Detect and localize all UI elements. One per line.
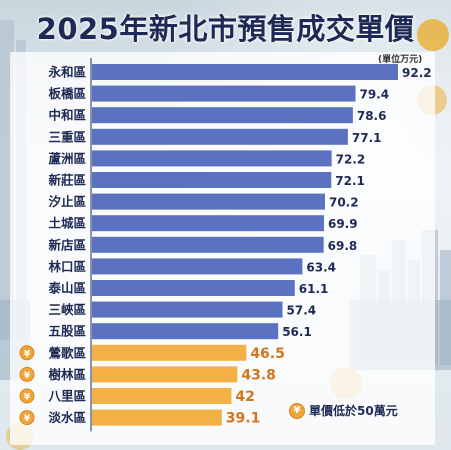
yen-coin-icon	[19, 345, 35, 361]
category-label: 五股區	[48, 324, 86, 339]
category-label: 八里區	[47, 389, 86, 404]
category-label: 板橋區	[48, 86, 86, 101]
yen-glyph: ¥	[24, 349, 31, 359]
chart-title: 2025年新北市預售成交單價	[36, 12, 415, 46]
category-label: 三重區	[48, 129, 86, 144]
category-label: 永和區	[47, 65, 86, 80]
category-label: 三峽區	[48, 302, 86, 317]
yen-glyph: ¥	[24, 414, 31, 424]
bar	[92, 344, 247, 361]
value-label: 72.1	[335, 174, 365, 188]
category-label: 中和區	[48, 108, 86, 123]
bar	[92, 128, 348, 145]
bar	[92, 107, 353, 124]
value-label: 56.1	[282, 325, 312, 339]
value-label: 61.1	[299, 282, 329, 296]
value-label: 43.8	[241, 367, 276, 383]
value-label: 42	[235, 389, 254, 405]
unit-label: (單位万元)	[378, 55, 423, 65]
bar	[92, 323, 279, 340]
category-label: 林口區	[48, 259, 86, 274]
category-label: 土城區	[48, 216, 86, 231]
legend-label: 單價低於50萬元	[309, 404, 398, 418]
category-label: 鶯歌區	[48, 345, 86, 360]
bar	[92, 409, 222, 426]
value-label: 46.5	[250, 346, 285, 362]
bar	[92, 280, 295, 296]
category-label: 淡水區	[48, 410, 86, 425]
category-label: 新莊區	[48, 173, 86, 188]
value-label: 69.9	[328, 217, 358, 231]
value-label: 77.1	[352, 131, 382, 145]
bar	[92, 64, 398, 80]
value-label: 70.2	[329, 196, 359, 210]
legend: ¥ 單價低於50萬元	[289, 402, 398, 419]
bar	[92, 236, 324, 253]
bar	[92, 150, 332, 167]
value-label: 69.8	[328, 239, 358, 253]
category-label: 汐止區	[48, 194, 86, 209]
value-label: 39.1	[226, 411, 261, 427]
bar	[92, 85, 356, 102]
bar	[92, 258, 303, 275]
value-label: 79.4	[360, 88, 390, 102]
yen-glyph: ¥	[24, 371, 31, 381]
value-label: 72.2	[336, 152, 366, 166]
value-label: 92.2	[402, 66, 432, 80]
yen-glyph: ¥	[24, 393, 31, 403]
bar	[92, 366, 238, 383]
value-label: 78.6	[357, 109, 387, 123]
bar	[92, 172, 332, 188]
yen-coin-icon	[19, 388, 35, 404]
category-label: 樹林區	[48, 367, 86, 382]
bar	[92, 388, 232, 404]
yen-coin-icon	[19, 410, 35, 426]
bar	[92, 215, 324, 232]
yen-coin-icon	[19, 366, 35, 382]
category-label: 蘆洲區	[48, 151, 86, 166]
bar	[92, 193, 325, 210]
category-label: 新店區	[48, 237, 86, 252]
category-label: 泰山區	[47, 281, 86, 296]
value-label: 63.4	[306, 260, 336, 274]
bar	[92, 301, 283, 318]
value-label: 57.4	[287, 304, 317, 318]
yen-coin-icon: ¥	[289, 402, 305, 419]
